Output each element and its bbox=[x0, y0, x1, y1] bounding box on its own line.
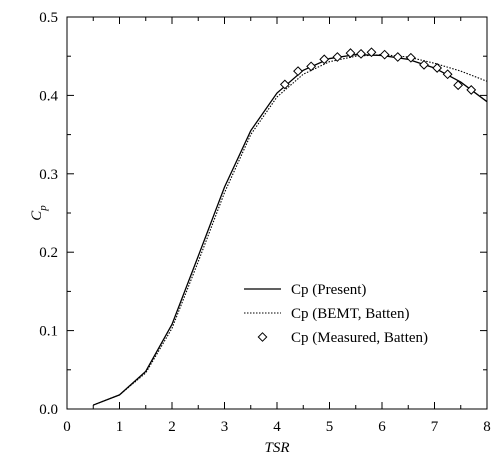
x-tick-label: 7 bbox=[431, 419, 439, 435]
measured-diamond-point bbox=[392, 52, 403, 62]
y-tick-label: 0.1 bbox=[39, 324, 58, 340]
x-tick-label: 6 bbox=[378, 419, 386, 435]
measured-diamond-point bbox=[405, 52, 416, 63]
axis-titles: TSR Cp bbox=[29, 205, 290, 456]
series-line-bemt bbox=[93, 54, 488, 406]
x-axis-title: TSR bbox=[264, 440, 289, 456]
y-tick-label: 0.4 bbox=[39, 88, 58, 104]
axis-ticks bbox=[66, 16, 488, 410]
y-tick-label: 0.0 bbox=[39, 402, 58, 418]
measured-diamond-point bbox=[366, 47, 377, 58]
measured-diamond-point bbox=[279, 79, 290, 90]
plot-frame bbox=[66, 16, 488, 410]
y-axis-title-main: C bbox=[29, 210, 45, 221]
measured-diamond-point bbox=[453, 80, 464, 91]
legend-label: Cp (Measured, Batten) bbox=[291, 330, 428, 346]
y-tick-label: 0.3 bbox=[39, 167, 58, 183]
measured-diamond-point bbox=[345, 48, 356, 58]
measured-diamond-point bbox=[419, 59, 429, 70]
x-tick-label: 1 bbox=[116, 419, 124, 435]
series-line-present bbox=[93, 53, 488, 406]
x-tick-label: 5 bbox=[326, 419, 334, 435]
x-tick-label: 8 bbox=[483, 419, 491, 435]
axis-tick-labels: 0 1 2 3 4 5 6 7 8 0.0 0.1 0.2 0.3 0.4 0.5 bbox=[39, 10, 491, 435]
data-series bbox=[93, 47, 488, 406]
legend-marker-measured bbox=[257, 332, 268, 342]
measured-diamond-point bbox=[442, 69, 453, 80]
y-axis-title-subscript: p bbox=[37, 205, 49, 212]
measured-diamond-point bbox=[432, 63, 443, 73]
x-tick-label: 3 bbox=[221, 419, 229, 435]
measured-diamond-point bbox=[306, 61, 317, 72]
measured-diamond-point bbox=[293, 66, 303, 77]
y-axis-title: Cp bbox=[29, 205, 49, 221]
legend-label: Cp (BEMT, Batten) bbox=[291, 306, 409, 322]
x-tick-label: 2 bbox=[168, 419, 176, 435]
x-tick-label: 4 bbox=[273, 419, 281, 435]
y-tick-label: 0.5 bbox=[39, 10, 58, 26]
y-tick-label: 0.2 bbox=[39, 245, 58, 261]
legend-label: Cp (Present) bbox=[291, 282, 366, 298]
x-tick-label: 0 bbox=[63, 419, 71, 435]
measured-diamond-point bbox=[319, 54, 330, 65]
measured-diamond-point bbox=[466, 85, 477, 95]
measured-diamond-point bbox=[332, 52, 343, 62]
measured-diamond-point bbox=[356, 48, 366, 59]
plot-area bbox=[66, 16, 488, 410]
legend: Cp (Present) Cp (BEMT, Batten) Cp (Measure… bbox=[244, 282, 428, 346]
measured-diamond-point bbox=[379, 49, 390, 60]
